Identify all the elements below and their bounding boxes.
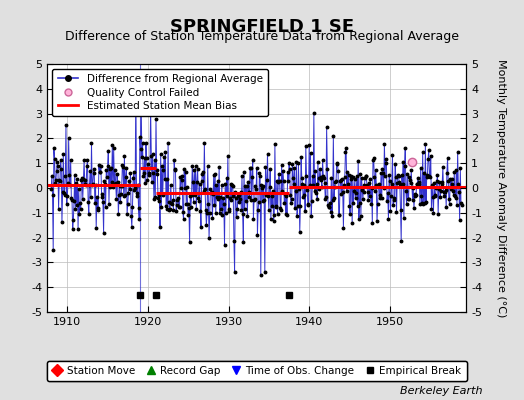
- Y-axis label: Monthly Temperature Anomaly Difference (°C): Monthly Temperature Anomaly Difference (…: [496, 59, 506, 317]
- Text: SPRINGFIELD 1 SE: SPRINGFIELD 1 SE: [170, 18, 354, 36]
- Text: Berkeley Earth: Berkeley Earth: [400, 386, 482, 396]
- Text: Difference of Station Temperature Data from Regional Average: Difference of Station Temperature Data f…: [65, 30, 459, 43]
- Legend: Station Move, Record Gap, Time of Obs. Change, Empirical Break: Station Move, Record Gap, Time of Obs. C…: [47, 361, 467, 381]
